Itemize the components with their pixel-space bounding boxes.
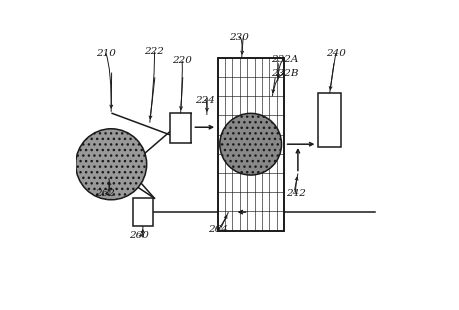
Circle shape [76, 129, 146, 200]
Bar [169, 113, 191, 143]
Bar [133, 198, 152, 226]
Bar [317, 93, 341, 147]
Text: 260: 260 [129, 231, 149, 240]
Text: 210: 210 [96, 49, 116, 58]
Text: 264: 264 [207, 224, 227, 233]
Text: 220: 220 [172, 56, 192, 65]
Text: 222: 222 [144, 47, 164, 56]
Text: 224: 224 [194, 96, 214, 105]
Text: 230: 230 [228, 33, 248, 42]
Bar [217, 58, 283, 231]
Text: 262: 262 [95, 189, 115, 198]
Text: 240: 240 [325, 49, 345, 58]
Circle shape [219, 113, 281, 175]
Text: 242: 242 [286, 189, 306, 198]
Text: 232A: 232A [271, 55, 298, 64]
Text: 232B: 232B [271, 69, 298, 78]
